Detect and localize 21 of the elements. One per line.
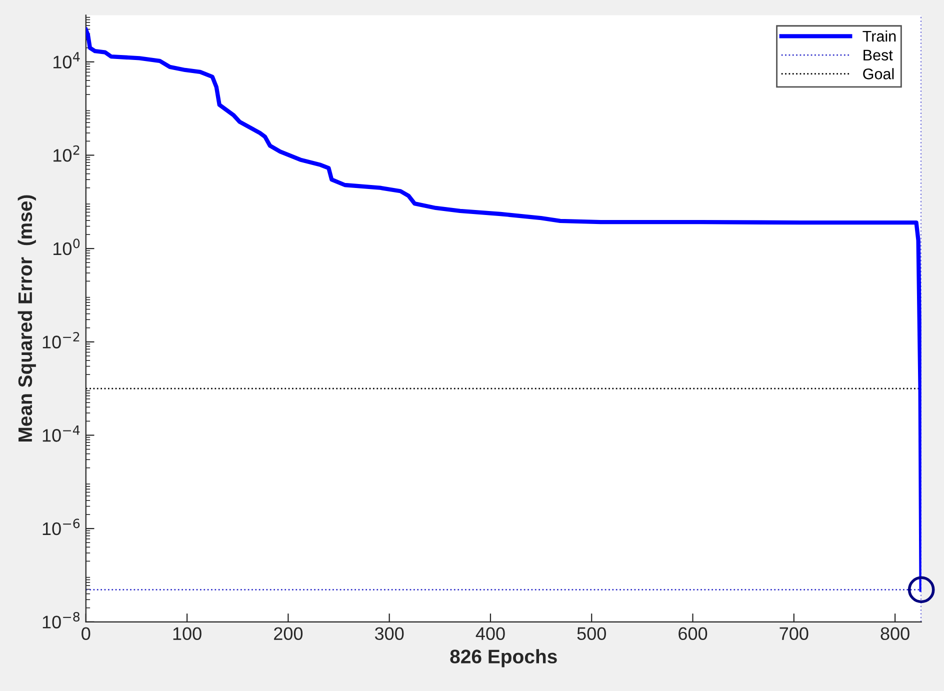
x-tick-label: 600 bbox=[678, 627, 708, 640]
x-tick-label: 0 bbox=[82, 627, 90, 640]
x-tick-label: 700 bbox=[780, 627, 808, 640]
y-tick-label: 10$^{−6}$ bbox=[42, 518, 80, 536]
x-tick-label: 100 bbox=[173, 627, 202, 640]
x-tick-label: 200 bbox=[274, 627, 303, 640]
y-tick-label: 10$^{−8}$ bbox=[42, 612, 80, 628]
x-tick-label: 300 bbox=[374, 627, 404, 640]
y-tick-label: 10$^{4}$ bbox=[54, 52, 80, 68]
x-axis-title: 826 Epochs bbox=[450, 649, 557, 668]
y-tick-label: 10$^{2}$ bbox=[54, 145, 80, 162]
y-tick-label: 10$^{0}$ bbox=[54, 238, 80, 256]
legend-label: Train bbox=[862, 30, 896, 42]
legend-label: Goal bbox=[863, 68, 894, 80]
y-tick-label: 10$^{−2}$ bbox=[42, 332, 80, 348]
legend-label: Best bbox=[864, 50, 893, 61]
x-tick-label: 400 bbox=[476, 627, 505, 640]
x-tick-label: 500 bbox=[577, 627, 606, 640]
x-tick-label: 800 bbox=[880, 627, 910, 640]
y-axis-title: Mean Squared Error (mse) bbox=[18, 195, 36, 442]
y-tick-label: 10$^{−4}$ bbox=[42, 426, 80, 442]
